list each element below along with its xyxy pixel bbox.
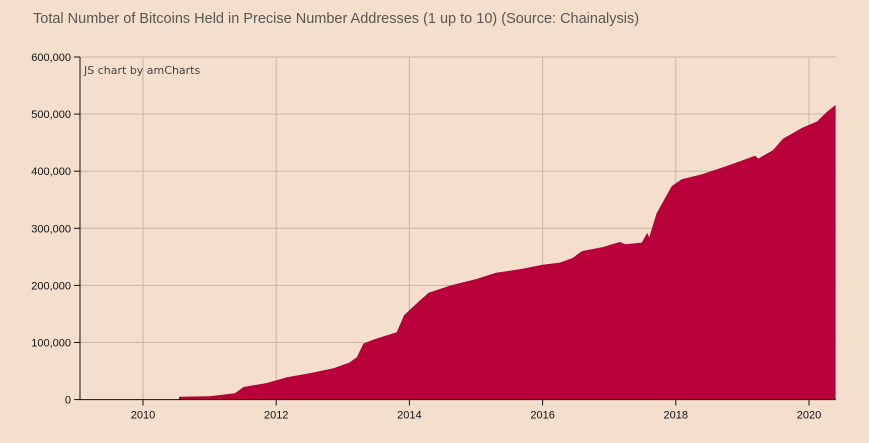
y-tick-label: 100,000: [31, 338, 71, 350]
x-tick-label: 2018: [664, 410, 688, 422]
x-tick-label: 2020: [797, 410, 821, 422]
y-tick-label: 0: [65, 395, 71, 407]
y-tick-label: 300,000: [31, 223, 71, 235]
y-tick-label: 200,000: [31, 280, 71, 292]
y-tick-label: 400,000: [31, 166, 71, 178]
y-tick-label: 500,000: [31, 109, 71, 121]
axes: 0 100,000 200,000 300,000 400,000 500,000 600,…: [31, 52, 836, 422]
x-tick-label: 2010: [131, 410, 155, 422]
x-tick-label: 2016: [530, 410, 554, 422]
x-tick-label: 2012: [264, 410, 288, 422]
chart-title: Total Number of Bitcoins Held in Precise…: [33, 11, 640, 27]
series-area: [179, 105, 836, 400]
x-tick-label: 2014: [397, 410, 421, 422]
y-tick-label: 600,000: [31, 52, 71, 64]
amcharts-credit[interactable]: JS chart by amCharts: [84, 64, 201, 77]
bitcoin-holdings-area: [179, 105, 836, 400]
